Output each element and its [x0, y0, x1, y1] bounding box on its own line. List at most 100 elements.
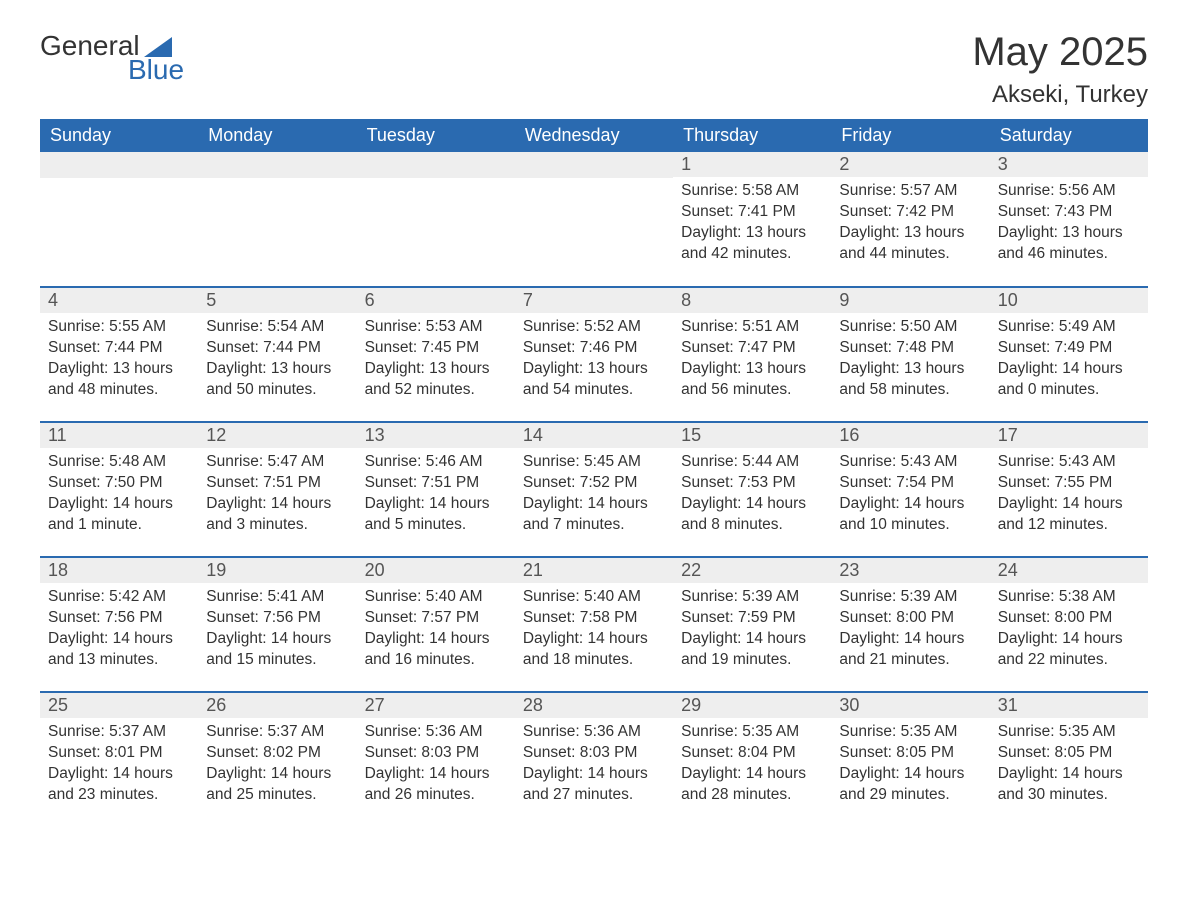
sunset-text: Sunset: 7:55 PM: [998, 473, 1140, 494]
daylight-text: Daylight: 14 hours and 29 minutes.: [839, 764, 981, 806]
daylight-text: Daylight: 14 hours and 5 minutes.: [365, 494, 507, 536]
day-number: [40, 152, 198, 178]
day-content: Sunrise: 5:36 AMSunset: 8:03 PMDaylight:…: [357, 718, 515, 810]
day-content: Sunrise: 5:38 AMSunset: 8:00 PMDaylight:…: [990, 583, 1148, 675]
daylight-text: Daylight: 13 hours and 46 minutes.: [998, 223, 1140, 265]
day-content: Sunrise: 5:48 AMSunset: 7:50 PMDaylight:…: [40, 448, 198, 540]
day-cell: [357, 152, 515, 287]
day-content: Sunrise: 5:36 AMSunset: 8:03 PMDaylight:…: [515, 718, 673, 810]
day-number: 22: [673, 558, 831, 583]
day-number: 14: [515, 423, 673, 448]
daylight-text: Daylight: 14 hours and 26 minutes.: [365, 764, 507, 806]
daylight-text: Daylight: 14 hours and 12 minutes.: [998, 494, 1140, 536]
day-number: 25: [40, 693, 198, 718]
sunset-text: Sunset: 7:49 PM: [998, 338, 1140, 359]
day-cell: [40, 152, 198, 287]
day-content: Sunrise: 5:42 AMSunset: 7:56 PMDaylight:…: [40, 583, 198, 675]
daylight-text: Daylight: 14 hours and 21 minutes.: [839, 629, 981, 671]
day-cell: 28Sunrise: 5:36 AMSunset: 8:03 PMDayligh…: [515, 692, 673, 827]
day-cell: 8Sunrise: 5:51 AMSunset: 7:47 PMDaylight…: [673, 287, 831, 422]
sunrise-text: Sunrise: 5:35 AM: [681, 722, 823, 743]
sunrise-text: Sunrise: 5:42 AM: [48, 587, 190, 608]
week-row: 4Sunrise: 5:55 AMSunset: 7:44 PMDaylight…: [40, 287, 1148, 422]
daylight-text: Daylight: 14 hours and 3 minutes.: [206, 494, 348, 536]
calendar-table: SundayMondayTuesdayWednesdayThursdayFrid…: [40, 119, 1148, 827]
sunset-text: Sunset: 8:00 PM: [998, 608, 1140, 629]
sunset-text: Sunset: 7:44 PM: [48, 338, 190, 359]
sunrise-text: Sunrise: 5:51 AM: [681, 317, 823, 338]
day-number: [515, 152, 673, 178]
day-content: Sunrise: 5:40 AMSunset: 7:57 PMDaylight:…: [357, 583, 515, 675]
sunset-text: Sunset: 7:46 PM: [523, 338, 665, 359]
sunset-text: Sunset: 7:57 PM: [365, 608, 507, 629]
day-cell: 16 Sunrise: 5:43 AMSunset: 7:54 PMDayligh…: [831, 422, 989, 557]
day-header: Sunday: [40, 119, 198, 152]
sunset-text: Sunset: 7:45 PM: [365, 338, 507, 359]
sunset-text: Sunset: 8:04 PM: [681, 743, 823, 764]
daylight-text: Daylight: 14 hours and 22 minutes.: [998, 629, 1140, 671]
sunrise-text: Sunrise: 5:36 AM: [523, 722, 665, 743]
day-cell: 1Sunrise: 5:58 AMSunset: 7:41 PMDaylight…: [673, 152, 831, 287]
day-number: 9: [831, 288, 989, 313]
daylight-text: Daylight: 14 hours and 1 minute.: [48, 494, 190, 536]
sunrise-text: Sunrise: 5:47 AM: [206, 452, 348, 473]
day-cell: 18Sunrise: 5:42 AMSunset: 7:56 PMDayligh…: [40, 557, 198, 692]
logo-text-1: General: [40, 30, 140, 62]
daylight-text: Daylight: 14 hours and 13 minutes.: [48, 629, 190, 671]
day-cell: [198, 152, 356, 287]
daylight-text: Daylight: 13 hours and 42 minutes.: [681, 223, 823, 265]
sunset-text: Sunset: 7:44 PM: [206, 338, 348, 359]
day-cell: 29Sunrise: 5:35 AMSunset: 8:04 PMDayligh…: [673, 692, 831, 827]
sunrise-text: Sunrise: 5:54 AM: [206, 317, 348, 338]
sunrise-text: Sunrise: 5:35 AM: [839, 722, 981, 743]
day-number: 28: [515, 693, 673, 718]
week-row: 18Sunrise: 5:42 AMSunset: 7:56 PMDayligh…: [40, 557, 1148, 692]
week-row: 11Sunrise: 5:48 AMSunset: 7:50 PMDayligh…: [40, 422, 1148, 557]
sunrise-text: Sunrise: 5:55 AM: [48, 317, 190, 338]
day-cell: [515, 152, 673, 287]
day-number: [198, 152, 356, 178]
daylight-text: Daylight: 14 hours and 8 minutes.: [681, 494, 823, 536]
day-content: Sunrise: 5:58 AMSunset: 7:41 PMDaylight:…: [673, 177, 831, 269]
sunset-text: Sunset: 7:50 PM: [48, 473, 190, 494]
sunset-text: Sunset: 7:53 PM: [681, 473, 823, 494]
sunset-text: Sunset: 7:52 PM: [523, 473, 665, 494]
sunset-text: Sunset: 8:05 PM: [839, 743, 981, 764]
daylight-text: Daylight: 14 hours and 25 minutes.: [206, 764, 348, 806]
month-title: May 2025: [972, 30, 1148, 75]
day-cell: 26Sunrise: 5:37 AMSunset: 8:02 PMDayligh…: [198, 692, 356, 827]
daylight-text: Daylight: 14 hours and 18 minutes.: [523, 629, 665, 671]
sunrise-text: Sunrise: 5:35 AM: [998, 722, 1140, 743]
day-cell: 21Sunrise: 5:40 AMSunset: 7:58 PMDayligh…: [515, 557, 673, 692]
location: Akseki, Turkey: [972, 81, 1148, 109]
sunset-text: Sunset: 7:58 PM: [523, 608, 665, 629]
day-number: 8: [673, 288, 831, 313]
day-content: Sunrise: 5:56 AMSunset: 7:43 PMDaylight:…: [990, 177, 1148, 269]
day-number: 24: [990, 558, 1148, 583]
day-number: 15: [673, 423, 831, 448]
sunrise-text: Sunrise: 5:39 AM: [681, 587, 823, 608]
sunset-text: Sunset: 7:56 PM: [206, 608, 348, 629]
daylight-text: Daylight: 13 hours and 52 minutes.: [365, 359, 507, 401]
sunrise-text: Sunrise: 5:46 AM: [365, 452, 507, 473]
sunrise-text: Sunrise: 5:50 AM: [839, 317, 981, 338]
sunrise-text: Sunrise: 5:57 AM: [839, 181, 981, 202]
sunset-text: Sunset: 7:47 PM: [681, 338, 823, 359]
sunset-text: Sunset: 7:48 PM: [839, 338, 981, 359]
day-content: Sunrise: 5:51 AMSunset: 7:47 PMDaylight:…: [673, 313, 831, 405]
day-number: 17: [990, 423, 1148, 448]
sunset-text: Sunset: 7:41 PM: [681, 202, 823, 223]
day-number: 19: [198, 558, 356, 583]
daylight-text: Daylight: 14 hours and 10 minutes.: [839, 494, 981, 536]
day-content: Sunrise: 5:43 AMSunset: 7:55 PMDaylight:…: [990, 448, 1148, 540]
sunrise-text: Sunrise: 5:56 AM: [998, 181, 1140, 202]
day-header: Saturday: [990, 119, 1148, 152]
day-number: 16: [831, 423, 989, 448]
day-header: Wednesday: [515, 119, 673, 152]
sunset-text: Sunset: 7:43 PM: [998, 202, 1140, 223]
day-content: Sunrise: 5:55 AMSunset: 7:44 PMDaylight:…: [40, 313, 198, 405]
sunrise-text: Sunrise: 5:43 AM: [839, 452, 981, 473]
day-cell: 23Sunrise: 5:39 AMSunset: 8:00 PMDayligh…: [831, 557, 989, 692]
day-header: Thursday: [673, 119, 831, 152]
sunset-text: Sunset: 7:54 PM: [839, 473, 981, 494]
